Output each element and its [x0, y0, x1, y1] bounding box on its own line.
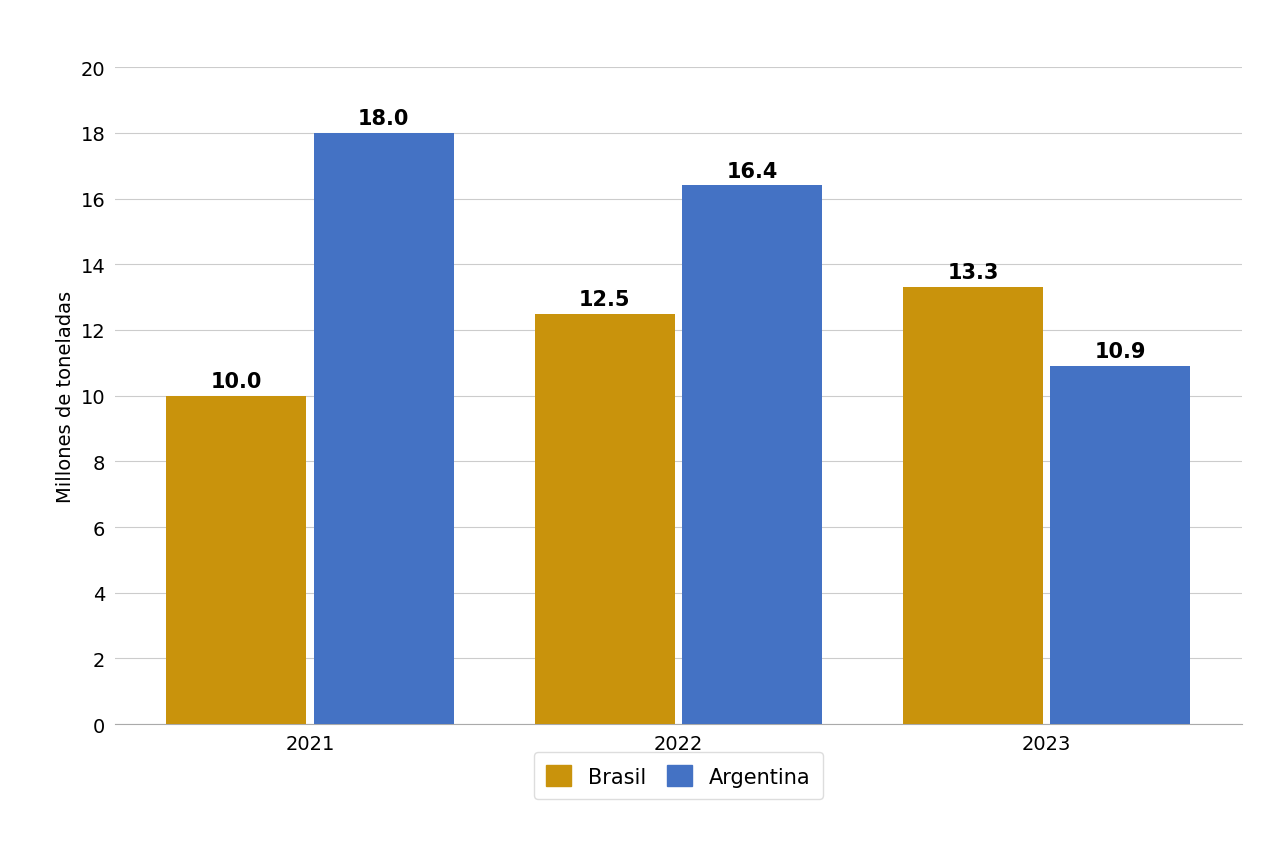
- Text: 10.9: 10.9: [1094, 342, 1146, 362]
- Text: 13.3: 13.3: [947, 263, 998, 283]
- Legend: Brasil, Argentina: Brasil, Argentina: [534, 752, 823, 799]
- Text: 10.0: 10.0: [211, 371, 262, 391]
- Text: 18.0: 18.0: [358, 109, 410, 129]
- Y-axis label: Millones de toneladas: Millones de toneladas: [56, 291, 76, 502]
- Text: 16.4: 16.4: [726, 161, 778, 181]
- Bar: [166, 396, 306, 724]
- Bar: [535, 314, 675, 724]
- Bar: [682, 187, 822, 724]
- Bar: [904, 288, 1043, 724]
- Text: 12.5: 12.5: [579, 290, 631, 309]
- Bar: [1051, 366, 1190, 724]
- Bar: [314, 134, 453, 724]
